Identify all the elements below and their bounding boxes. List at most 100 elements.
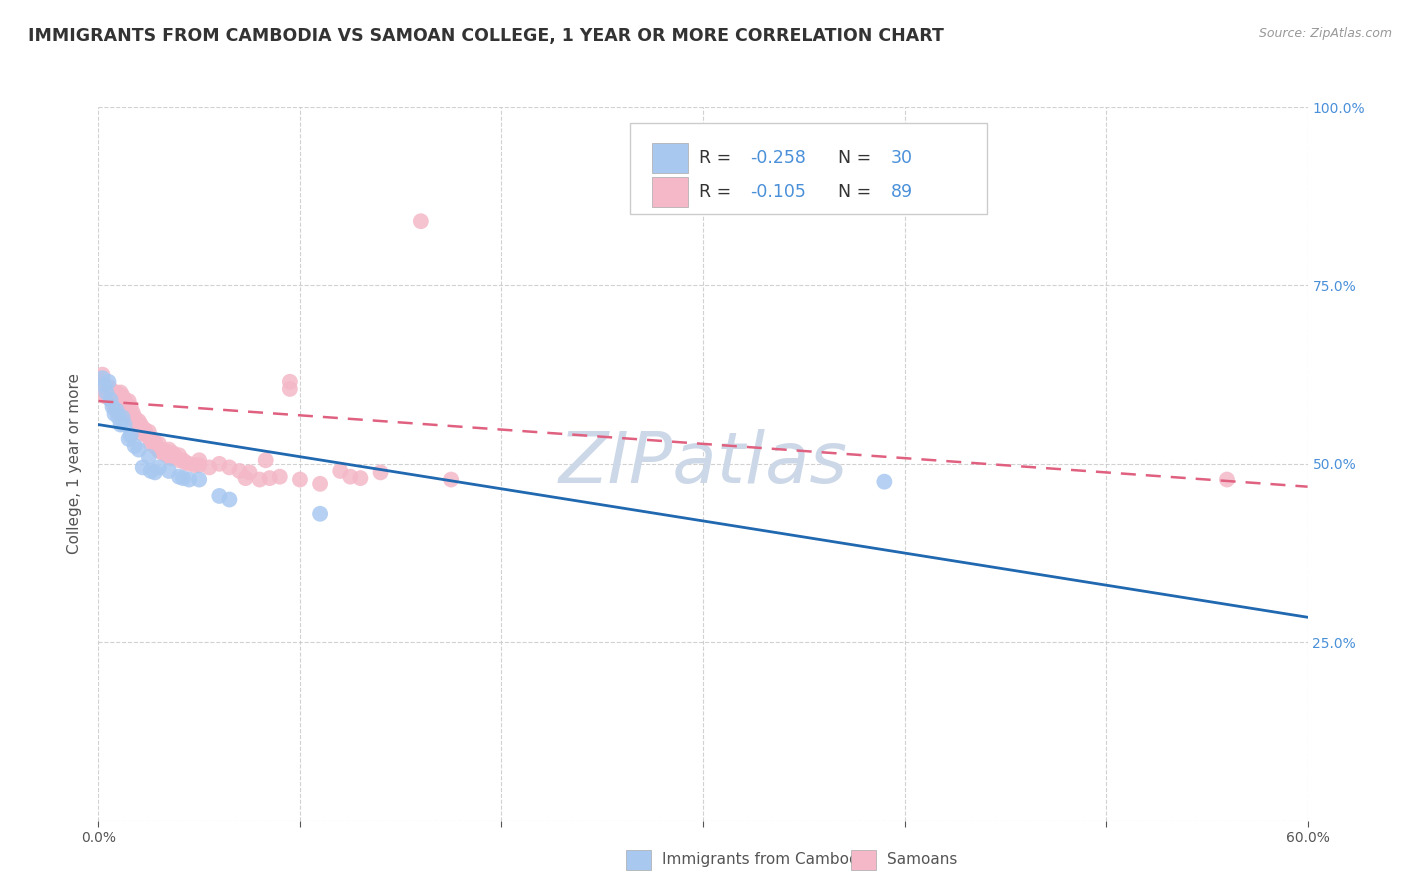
- Point: [111, 410, 134, 425]
- Point: [235, 471, 257, 485]
- Point: [110, 389, 132, 403]
- Point: [179, 473, 201, 487]
- Text: -0.105: -0.105: [751, 183, 806, 201]
- Point: [157, 442, 180, 457]
- Point: [111, 389, 134, 403]
- Point: [107, 407, 129, 421]
- Point: [121, 405, 143, 419]
- Point: [100, 382, 122, 396]
- Point: [254, 453, 277, 467]
- Text: Immigrants from Cambodia: Immigrants from Cambodia: [662, 853, 873, 867]
- Point: [278, 382, 301, 396]
- Text: R =: R =: [699, 149, 737, 168]
- Point: [134, 423, 156, 437]
- Point: [409, 214, 432, 228]
- Point: [103, 392, 125, 407]
- Point: [105, 396, 128, 410]
- FancyBboxPatch shape: [851, 850, 876, 870]
- Text: ZIPatlas: ZIPatlas: [558, 429, 848, 499]
- Point: [142, 434, 165, 448]
- Point: [132, 460, 155, 475]
- Point: [269, 469, 291, 483]
- Point: [129, 423, 152, 437]
- Point: [105, 385, 128, 400]
- Point: [259, 471, 281, 485]
- Point: [105, 403, 128, 417]
- Point: [89, 375, 111, 389]
- Point: [143, 439, 166, 453]
- Point: [167, 453, 190, 467]
- Text: 89: 89: [890, 183, 912, 201]
- Y-axis label: College, 1 year or more: College, 1 year or more: [67, 374, 83, 554]
- Point: [138, 430, 160, 444]
- Point: [143, 435, 166, 450]
- Point: [239, 466, 262, 480]
- Point: [111, 394, 134, 409]
- Point: [208, 489, 231, 503]
- Point: [148, 444, 170, 458]
- Point: [118, 432, 141, 446]
- Point: [101, 385, 124, 400]
- Text: Source: ZipAtlas.com: Source: ZipAtlas.com: [1258, 27, 1392, 40]
- Point: [309, 507, 332, 521]
- Point: [288, 473, 311, 487]
- Point: [179, 457, 201, 471]
- Point: [107, 389, 129, 403]
- Text: -0.258: -0.258: [751, 149, 806, 168]
- Point: [146, 441, 169, 455]
- Point: [329, 464, 352, 478]
- Point: [153, 444, 176, 458]
- FancyBboxPatch shape: [652, 144, 689, 173]
- Point: [198, 460, 221, 475]
- Point: [184, 458, 207, 473]
- Point: [118, 401, 141, 416]
- Point: [167, 469, 190, 483]
- Point: [124, 414, 146, 428]
- Point: [228, 464, 250, 478]
- Point: [148, 437, 170, 451]
- Point: [188, 453, 211, 467]
- Point: [172, 453, 194, 467]
- Point: [125, 416, 148, 430]
- Point: [110, 385, 132, 400]
- Point: [218, 460, 240, 475]
- Point: [149, 442, 172, 457]
- Point: [103, 400, 125, 414]
- Text: R =: R =: [699, 183, 737, 201]
- Point: [157, 450, 180, 464]
- Point: [139, 437, 162, 451]
- Point: [188, 458, 211, 473]
- Point: [93, 389, 115, 403]
- Point: [97, 380, 120, 394]
- Point: [110, 417, 132, 432]
- Point: [114, 392, 136, 407]
- Point: [339, 469, 361, 483]
- Point: [138, 425, 160, 439]
- Point: [103, 407, 125, 421]
- Point: [120, 400, 142, 414]
- Point: [120, 409, 142, 423]
- Point: [124, 439, 146, 453]
- Text: N =: N =: [838, 149, 877, 168]
- Point: [218, 492, 240, 507]
- Point: [114, 417, 136, 432]
- Point: [107, 400, 129, 414]
- Text: N =: N =: [838, 183, 877, 201]
- Point: [440, 473, 463, 487]
- Point: [96, 389, 118, 403]
- Point: [160, 451, 183, 466]
- FancyBboxPatch shape: [626, 850, 651, 870]
- Text: Samoans: Samoans: [887, 853, 957, 867]
- Point: [139, 464, 162, 478]
- Point: [100, 392, 122, 407]
- Point: [129, 417, 152, 432]
- Point: [309, 476, 332, 491]
- Point: [120, 428, 142, 442]
- Point: [128, 414, 150, 428]
- Text: IMMIGRANTS FROM CAMBODIA VS SAMOAN COLLEGE, 1 YEAR OR MORE CORRELATION CHART: IMMIGRANTS FROM CAMBODIA VS SAMOAN COLLE…: [28, 27, 943, 45]
- Point: [143, 466, 166, 480]
- Point: [138, 450, 160, 464]
- Point: [100, 392, 122, 407]
- Point: [1216, 473, 1239, 487]
- Point: [128, 442, 150, 457]
